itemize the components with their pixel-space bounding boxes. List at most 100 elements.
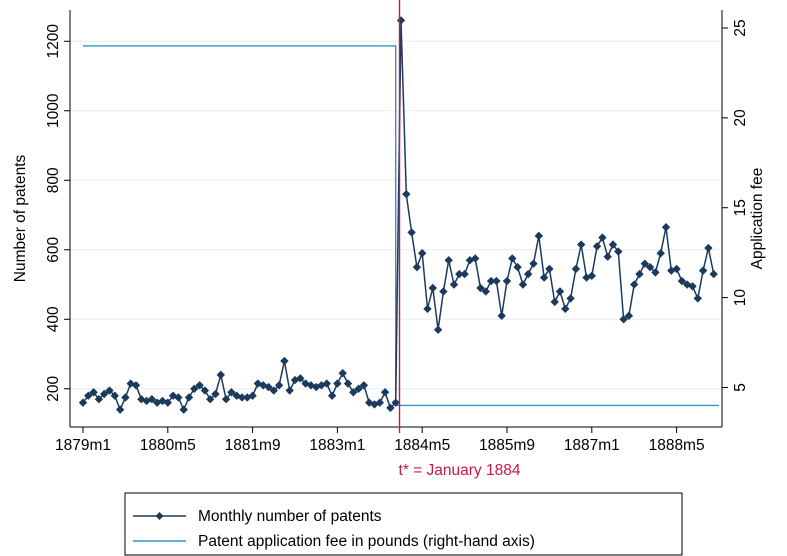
patents-marker [248,391,257,400]
patents-marker [327,391,337,400]
patents-marker [683,280,692,289]
patents-line [82,20,715,412]
x-tick-label: 1883m1 [309,437,365,454]
patents-marker [545,264,554,274]
patents-marker [598,233,607,242]
y-tick-label: 400 [45,306,62,332]
x-tick-label: 1879m1 [55,437,111,454]
patents-marker [407,228,416,237]
x-tick-label: 1884m5 [394,437,450,454]
patents-marker [354,384,363,393]
legend-fee-label: Patent application fee in pounds (right-… [198,533,535,550]
patents-marker [195,381,204,390]
y-tick-label: 200 [45,375,62,401]
patents-marker [481,287,490,296]
patents-marker [698,266,708,275]
patents-marker [375,398,384,407]
patents-marker [343,379,353,388]
patents-marker [449,280,459,289]
patents-marker [105,386,114,395]
patents-marker [550,297,559,307]
patents-marker [693,294,702,303]
patents-marker [94,395,104,404]
patents-marker [285,386,294,395]
patents-marker [216,370,225,380]
patents-marker [78,398,88,407]
patents-marker [492,276,501,286]
legend: Monthly number of patents Patent applica… [124,492,683,556]
patents-marker [444,256,453,265]
patents-marker [190,384,199,393]
patents-markers [78,16,718,414]
patents-marker [296,374,305,383]
patents-marker [667,266,676,275]
patents-marker [179,405,188,414]
patents-marker [200,386,210,395]
patents-marker [227,388,236,397]
patents-marker [677,276,687,286]
patents-marker [402,189,411,199]
patents-marker [269,386,278,395]
patents-marker [524,269,533,279]
patents-marker [89,388,98,397]
x-tick-label: 1887m1 [564,437,620,454]
patents-marker [380,388,390,397]
patents-marker [688,282,697,291]
patents-marker [338,368,347,378]
patents-marker [322,379,331,388]
patents-marker [412,262,422,272]
x-tick-label: 1885m9 [479,437,535,454]
patents-marker [577,240,586,249]
patents-marker [555,287,565,296]
patents-marker [84,391,93,400]
patents-marker [280,356,289,366]
patents-marker [619,315,628,324]
patents-marker [603,252,612,261]
x-tick-label: 1888m5 [649,437,705,454]
patents-marker [418,249,427,258]
patents-marker [423,304,432,314]
y2-tick-label: 5 [732,383,749,392]
patents-marker [206,395,215,404]
patents-marker [640,259,649,268]
y2-tick-label: 15 [732,199,749,216]
patents-marker [518,280,528,289]
patents-marker [274,381,284,390]
patents-marker [121,393,130,402]
patents-marker [513,262,522,272]
patents-marker [428,283,437,293]
patents-marker [561,304,570,314]
patents-marker [147,395,157,404]
y2-axis-title: Application fee [749,168,766,270]
patents-marker [497,311,506,320]
patents-marker [221,395,231,404]
patents-marker [264,382,273,392]
patents-marker [386,403,395,413]
patents-marker [508,254,517,263]
patents-marker [571,264,581,274]
patents-marker [539,273,549,282]
patents-marker [624,311,634,320]
patents-marker [704,243,713,253]
patents-marker [486,276,496,286]
patents-marker [635,269,644,279]
patents-series [82,20,715,412]
x-tick-label: 1881m9 [225,437,281,454]
patents-marker [534,231,543,241]
patents-marker [396,16,406,25]
patents-marker [709,269,718,279]
patents-marker [359,381,369,390]
fee-series [83,45,719,407]
fee-step-line [83,45,719,407]
patents-marker [333,379,342,388]
patents-marker [471,254,480,263]
y-axis-title: Number of patents [12,154,29,282]
y2-tick-label: 20 [732,109,749,127]
patents-marker [455,269,464,279]
patents-marker [174,393,183,402]
y2-tick-label: 10 [732,289,749,307]
patents-marker [608,240,618,249]
annotation: t* = January 1884 [399,0,521,479]
patents-marker [158,396,167,406]
